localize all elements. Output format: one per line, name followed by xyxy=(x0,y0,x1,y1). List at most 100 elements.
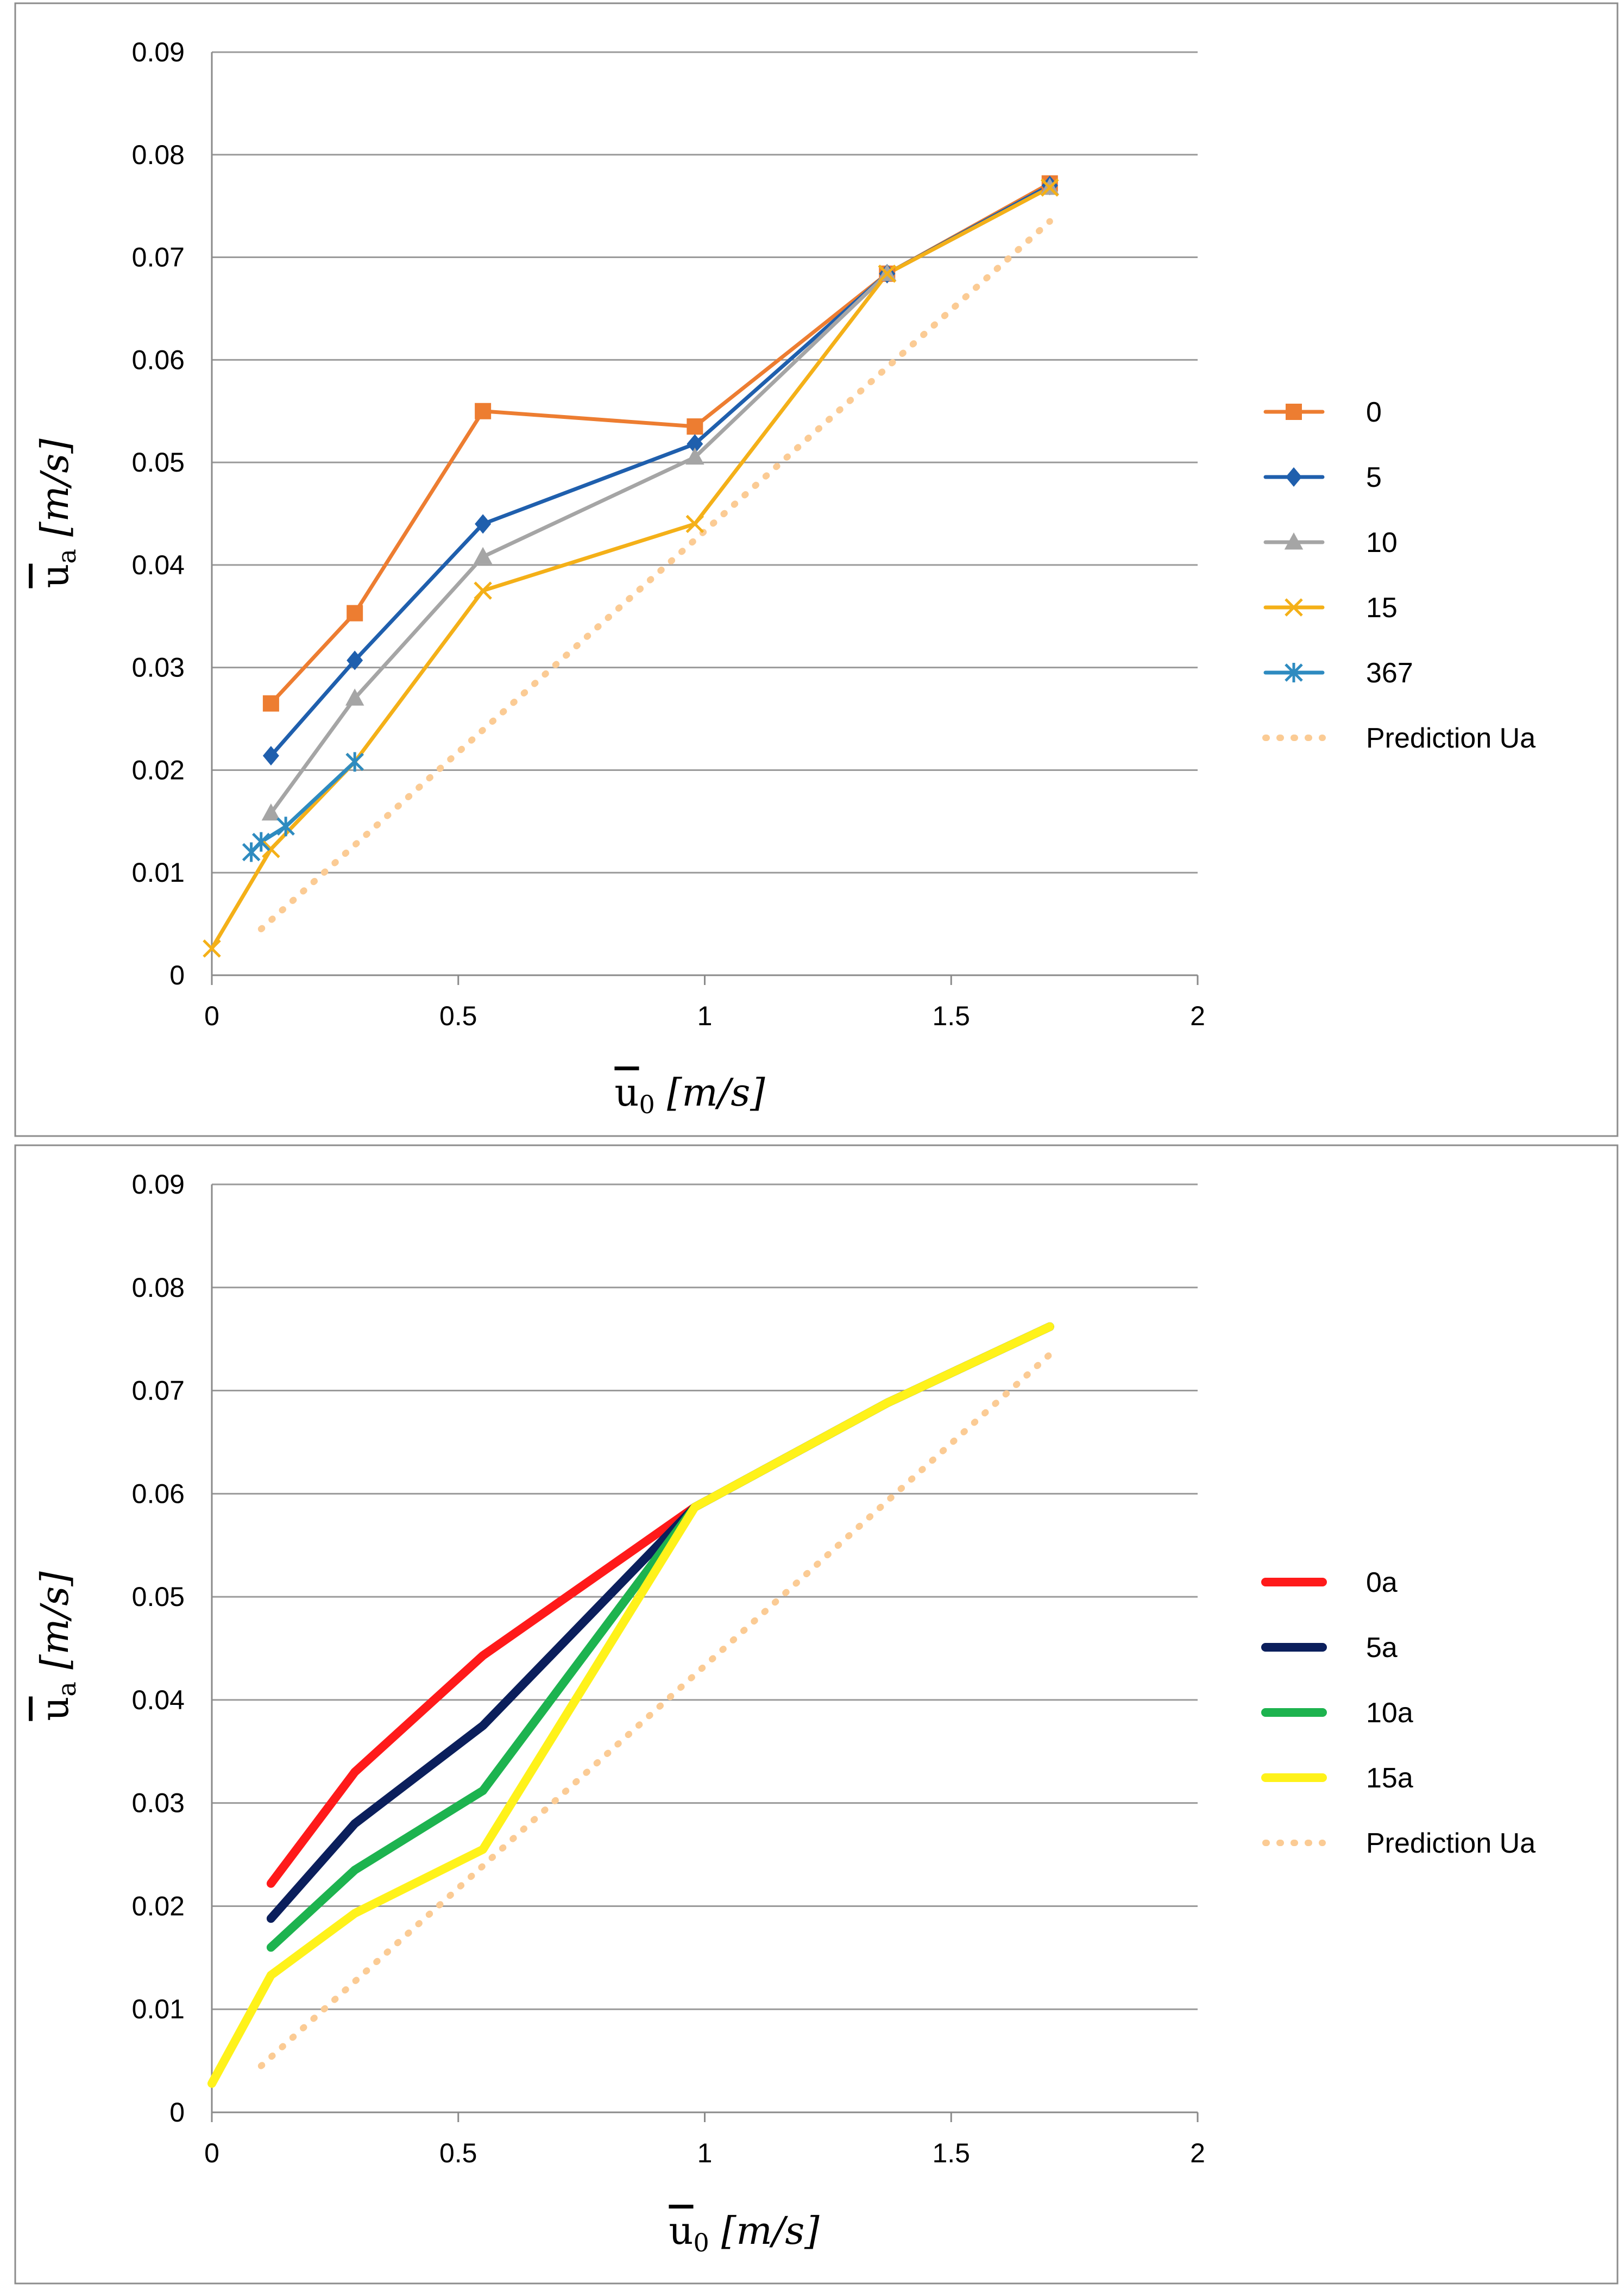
data-point xyxy=(345,752,364,772)
y-tick-label: 0.09 xyxy=(132,37,185,67)
svg-text:ua [m/s]: ua [m/s] xyxy=(33,438,81,588)
legend-item: 5 xyxy=(1263,462,1382,493)
y-tick-label: 0.07 xyxy=(132,1376,185,1406)
data-point xyxy=(262,695,279,712)
svg-text:u0 [m/s]: u0 [m/s] xyxy=(669,2209,820,2257)
y-axis-title: ua [m/s] xyxy=(33,438,81,588)
legend-item: 0 xyxy=(1263,397,1382,428)
legend-marker xyxy=(1285,598,1303,617)
y-tick-label: 0.08 xyxy=(132,1272,185,1303)
y-tick-label: 0.05 xyxy=(132,447,185,478)
axis-title-subscript: a xyxy=(52,549,81,563)
svg-text:u0 [m/s]: u0 [m/s] xyxy=(614,1070,765,1119)
x-tick-label: 0 xyxy=(204,2138,219,2168)
data-point xyxy=(1040,178,1059,197)
x-tick-label: 1.5 xyxy=(932,2138,970,2168)
data-point xyxy=(475,403,492,419)
data-point xyxy=(345,688,364,706)
legend-item: 15 xyxy=(1263,592,1398,624)
legend-marker xyxy=(1284,532,1304,550)
legend-item: 5a xyxy=(1261,1632,1398,1664)
axis-title-symbol: u xyxy=(669,2209,693,2253)
x-tick-label: 1.5 xyxy=(932,1001,970,1031)
legend-item: 367 xyxy=(1263,657,1413,689)
legend: 0 5 10 15 367 Prediction Ua xyxy=(1262,397,1535,754)
data-point xyxy=(878,264,897,283)
y-tick-label: 0.09 xyxy=(132,1169,185,1200)
legend-marker xyxy=(1285,663,1303,682)
data-point xyxy=(262,840,280,858)
series-line-15a xyxy=(207,1322,1054,2088)
y-axis-title: ua [m/s] xyxy=(33,1571,81,1721)
x-tick-label: 0 xyxy=(204,1001,219,1031)
legend-label: 15a xyxy=(1366,1762,1413,1794)
axis-title-unit: [m/s] xyxy=(33,1571,77,1682)
chart-2: 0 0.01 0.02 0.03 0.04 0.05 0.06 0.07 0.08 0.09 0 0.… xyxy=(14,1144,1619,2285)
y-tick-label: 0.08 xyxy=(132,140,185,170)
x-axis-title: u0 [m/s] xyxy=(669,2209,820,2257)
data-point xyxy=(261,803,281,821)
x-axis-title: u0 [m/s] xyxy=(614,1070,765,1119)
legend-label: 0a xyxy=(1366,1567,1398,1598)
y-tick-label: 0.03 xyxy=(132,1788,185,1818)
y-tick-label: 0.04 xyxy=(132,1685,185,1715)
legend-marker xyxy=(1286,467,1302,487)
x-tick-label: 1 xyxy=(697,1001,713,1031)
axis-title-symbol: u xyxy=(33,564,77,588)
axis-title-symbol: u xyxy=(614,1070,639,1115)
data-point xyxy=(347,605,363,622)
legend-label: 15 xyxy=(1366,592,1398,624)
y-tick-label: 0.02 xyxy=(132,755,185,785)
data-point xyxy=(276,817,295,837)
legend-marker xyxy=(1286,404,1302,420)
axis-title-subscript: 0 xyxy=(639,1090,655,1119)
data-point xyxy=(685,447,704,465)
x-tick-label: 2 xyxy=(1190,1001,1205,1031)
chart-border xyxy=(14,2,1619,1137)
data-point xyxy=(262,746,279,766)
legend-item: 10a xyxy=(1261,1697,1413,1729)
x-tick-label: 0.5 xyxy=(439,1001,477,1031)
y-tick-label: 0.06 xyxy=(132,1478,185,1509)
y-tick-label: 0 xyxy=(169,2097,185,2128)
data-point xyxy=(474,581,492,600)
data-point xyxy=(685,515,704,534)
data-point xyxy=(473,547,493,564)
data-point xyxy=(475,514,492,534)
legend-item: 10 xyxy=(1263,527,1398,559)
x-tick-label: 1 xyxy=(697,2138,713,2168)
axis-title-subscript: 0 xyxy=(694,2228,709,2257)
legend-item: Prediction Ua xyxy=(1262,723,1535,754)
chart-border xyxy=(14,1144,1619,2285)
data-point xyxy=(687,418,703,435)
y-tick-label: 0.07 xyxy=(132,242,185,273)
data-point xyxy=(203,939,221,958)
y-tick-label: 0.02 xyxy=(132,1891,185,1921)
y-tick-label: 0 xyxy=(169,960,185,990)
axis-title-unit: [m/s] xyxy=(33,438,77,549)
axis-title-unit: [m/s] xyxy=(655,1070,765,1115)
x-tick-label: 2 xyxy=(1190,2138,1205,2168)
y-tick-label: 0.03 xyxy=(132,653,185,683)
x-tick-label: 0.5 xyxy=(439,2138,477,2168)
axis-title-unit: [m/s] xyxy=(709,2209,820,2253)
axis-title-symbol: u xyxy=(33,1697,77,1721)
legend: 0a 5a 10a 15a Prediction Ua xyxy=(1261,1567,1535,1859)
legend-label: 10a xyxy=(1366,1697,1413,1729)
legend-item: Prediction Ua xyxy=(1262,1828,1535,1859)
legend-label: Prediction Ua xyxy=(1366,1828,1535,1859)
legend-label: 10 xyxy=(1366,527,1398,559)
y-tick-label: 0.01 xyxy=(132,857,185,888)
y-tick-label: 0.04 xyxy=(132,550,185,580)
legend-label: 0 xyxy=(1366,397,1382,428)
axis-title-subscript: a xyxy=(52,1682,81,1696)
legend-label: 5a xyxy=(1366,1632,1398,1664)
chart-1: 0 0.01 0.02 0.03 0.04 0.05 0.06 0.07 0.08 0.09 0 0.… xyxy=(14,2,1619,1137)
y-tick-label: 0.01 xyxy=(132,1994,185,2024)
data-point xyxy=(347,650,363,670)
legend-item: 15a xyxy=(1261,1762,1413,1794)
y-tick-label: 0.06 xyxy=(132,344,185,375)
svg-text:ua [m/s]: ua [m/s] xyxy=(33,1571,81,1721)
legend-label: Prediction Ua xyxy=(1366,723,1535,754)
